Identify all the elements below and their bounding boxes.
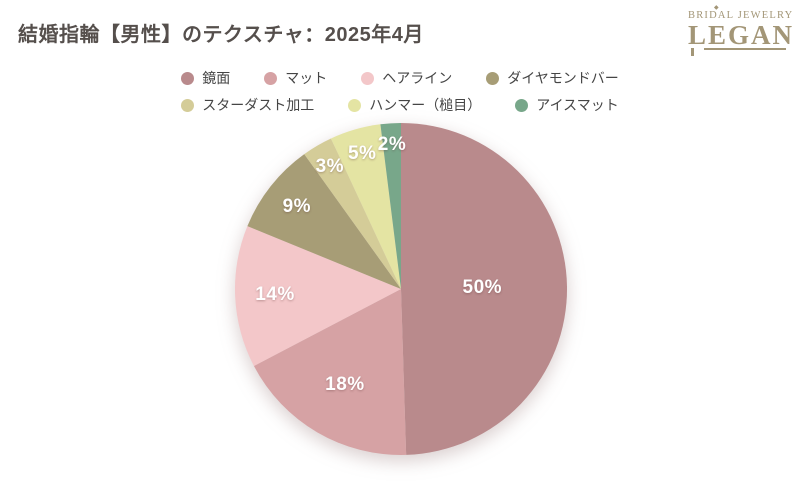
brand-tagline-text: BRIDAL JEWELRY	[688, 10, 794, 21]
legend-item: 鏡面	[181, 68, 230, 88]
legend-label: ハンマー（槌目）	[369, 97, 482, 113]
legend-label: 鏡面	[202, 70, 231, 86]
brand-logo: ◆ BRIDAL JEWELRY LEGAN	[688, 5, 792, 57]
pie-chart: 50% 18% 14% 9% 3% 5% 2%	[229, 117, 573, 461]
pie-slice-5	[330, 124, 401, 289]
legend-item: スターダスト加工	[181, 95, 314, 115]
legend-item: マット	[264, 68, 327, 88]
pie-slice-2	[234, 226, 401, 366]
legend-row-2: スターダスト加工 ハンマー（槌目） アイスマット	[0, 93, 800, 117]
legend-color-dot-icon	[361, 71, 375, 85]
brand-wordmark-text: LEGAN	[688, 20, 795, 50]
legend-label: スターダスト加工	[202, 97, 315, 113]
legend-item: ヘアライン	[361, 68, 452, 88]
pie-svg	[234, 123, 568, 456]
legend-label: マット	[285, 70, 328, 86]
legend-label: ヘアライン	[382, 70, 453, 86]
brand-wordmark: LEGAN	[688, 21, 792, 57]
pie-slice-1	[253, 289, 407, 456]
legend-color-dot-icon	[348, 98, 362, 112]
page-title: 結婚指輪【男性】のテクスチャ：2025年4月	[18, 24, 424, 46]
pie-slice-4	[304, 138, 401, 289]
legend-item: ダイヤモンドバー	[486, 68, 619, 88]
chart-legend: 鏡面 マット ヘアライン ダイヤモンドバー スターダスト加工 ハンマー（槌目） アイスマッ…	[0, 66, 800, 120]
legend-label: ダイヤモンドバー	[507, 70, 619, 86]
legend-color-dot-icon	[515, 98, 529, 112]
legend-item: アイスマット	[515, 95, 619, 115]
legend-color-dot-icon	[486, 71, 500, 85]
legend-color-dot-icon	[264, 71, 278, 85]
logo-underline	[704, 48, 786, 51]
pie-slice-3	[247, 154, 401, 289]
diamond-icon: ◆	[714, 5, 720, 11]
pie-slice-6	[380, 123, 401, 289]
pie-slice-0	[401, 123, 568, 455]
legend-item: ハンマー（槌目）	[348, 95, 481, 115]
legend-row-1: 鏡面 マット ヘアライン ダイヤモンドバー	[0, 66, 800, 90]
legend-color-dot-icon	[181, 71, 195, 85]
brand-tagline: ◆ BRIDAL JEWELRY	[688, 5, 792, 21]
legend-label: アイスマット	[536, 97, 619, 113]
logo-descender	[691, 48, 694, 57]
legend-color-dot-icon	[181, 98, 195, 112]
